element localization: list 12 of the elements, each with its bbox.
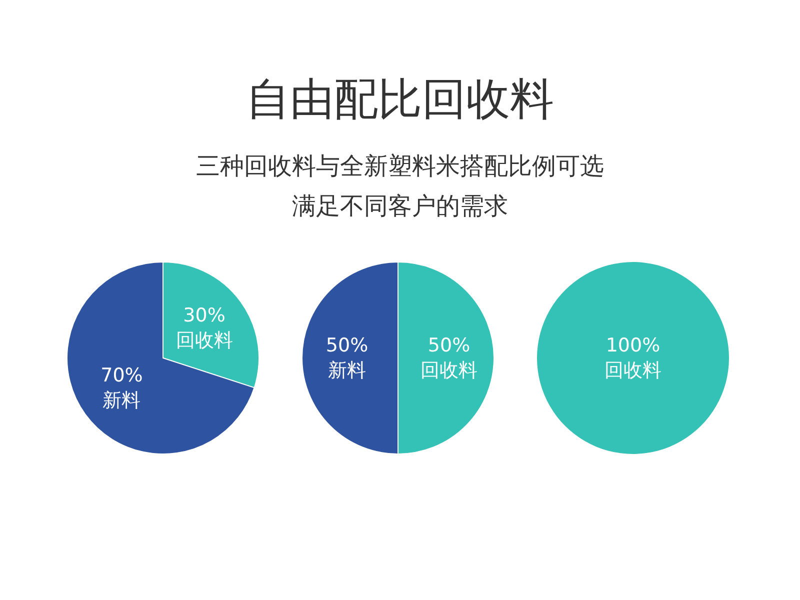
slice-label: 回收料 [176, 330, 233, 352]
slice-label: 回收料 [420, 360, 478, 382]
text: 三种回收料与全新塑料米搭配比例可选满足不同客户的需求 [195, 151, 605, 222]
data-label: 70% [100, 364, 143, 386]
slice-label: 回收料 [604, 360, 662, 382]
data-label: 50% [326, 334, 368, 356]
text: 自由配比回收料 [245, 73, 555, 127]
data-label: 100% [606, 334, 660, 356]
slice-label: 新料 [102, 389, 141, 412]
slice-label: 新料 [328, 360, 366, 382]
data-label: 50% [428, 334, 470, 356]
data-label: 30% [183, 304, 226, 327]
